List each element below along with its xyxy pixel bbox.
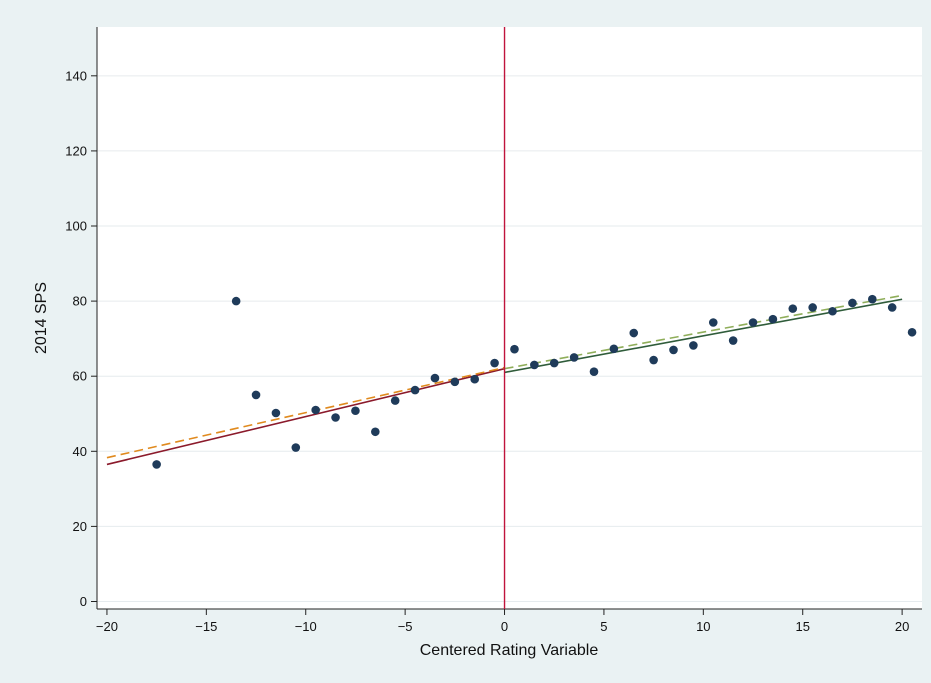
scatter-point (768, 314, 778, 324)
y-tick-label: 60 (73, 369, 87, 384)
scatter-point (490, 358, 499, 368)
scatter-point (530, 360, 539, 370)
scatter-point (410, 385, 420, 395)
fit-line-left-dashed (106, 366, 505, 459)
x-axis-title: Centered Rating Variable (420, 642, 599, 659)
plot-area (97, 27, 922, 609)
scatter-point (450, 377, 460, 387)
scatter-point (669, 345, 678, 355)
scatter-point (430, 373, 440, 383)
scatter-point (231, 296, 241, 306)
y-tick-label: 100 (65, 219, 87, 234)
fit-line-left-solid (106, 367, 505, 466)
scatter-point (271, 408, 281, 418)
scatter-point (549, 358, 559, 368)
scatter-point (748, 318, 758, 327)
scatter-point (470, 374, 480, 384)
scatter-point (629, 328, 639, 338)
y-tick-label: 40 (73, 444, 87, 459)
scatter-point (887, 303, 897, 312)
scatter-point (868, 294, 877, 304)
y-tick-label: 0 (80, 594, 87, 609)
scatter-point (728, 336, 738, 345)
scatter-point (351, 406, 360, 416)
scatter-point (371, 427, 380, 437)
x-tick-label: −10 (295, 619, 317, 634)
y-axis-title: 2014 SPS (33, 282, 50, 354)
scatter-point (808, 303, 817, 312)
scatter-point (291, 443, 301, 452)
scatter-point (689, 341, 698, 350)
x-tick-label: 10 (696, 619, 710, 634)
scatter-point (569, 353, 579, 362)
scatter-point (609, 344, 619, 354)
data-points (152, 294, 917, 469)
scatter-point (251, 390, 261, 400)
scatter-point (848, 298, 857, 308)
fit-line-right-dashed (504, 294, 903, 370)
y-tick-label: 120 (65, 143, 87, 158)
scatter-point (331, 413, 340, 422)
axes: 0 20 40 60 80 100 120 140 −20 −15 −10 −5 0 5 10 15 20 (65, 27, 922, 634)
scatter-point (828, 306, 837, 316)
scatter-point (589, 367, 599, 376)
x-tick-label: −5 (398, 619, 413, 634)
y-tick-label: 20 (73, 519, 87, 534)
y-tick-label: 80 (73, 294, 87, 309)
scatter-point (907, 327, 917, 337)
scatter-point (649, 355, 658, 365)
scatter-point (152, 460, 161, 469)
x-tick-label: −20 (96, 619, 118, 634)
x-tick-label: 5 (600, 619, 607, 634)
scatter-point (788, 304, 798, 313)
y-tick-label: 140 (65, 68, 87, 83)
scatter-point (708, 318, 718, 327)
x-tick-label: −15 (195, 619, 217, 634)
scatter-point (390, 396, 400, 405)
x-tick-label: 20 (895, 619, 909, 634)
scatter-point (311, 405, 320, 415)
x-tick-label: 0 (501, 619, 508, 634)
scatter-point (510, 344, 519, 354)
x-tick-label: 15 (795, 619, 809, 634)
